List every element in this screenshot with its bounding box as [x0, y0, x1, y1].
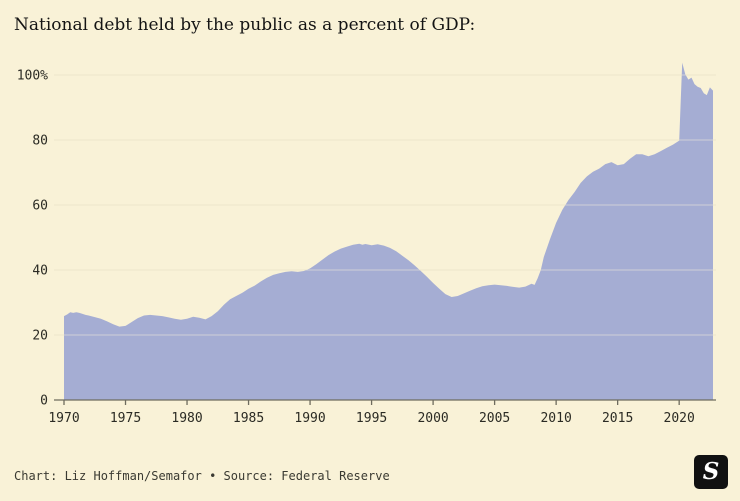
x-tick-label-1990: 1990	[294, 411, 325, 426]
x-tick-label-1970: 1970	[48, 411, 79, 426]
y-tick-label-0: 0	[40, 394, 48, 409]
x-tick-label-1975: 1975	[110, 411, 141, 426]
x-tick-label-2010: 2010	[540, 411, 571, 426]
x-tick-label-1985: 1985	[233, 411, 264, 426]
x-tick-label-2015: 2015	[602, 411, 633, 426]
y-tick-label-20: 20	[32, 329, 48, 344]
debt-area-series	[64, 62, 713, 400]
x-tick-label-2020: 2020	[664, 411, 695, 426]
y-tick-label-100: 100%	[17, 69, 48, 84]
semafor-logo: S	[694, 455, 728, 489]
x-tick-label-1995: 1995	[356, 411, 387, 426]
chart-credit: Chart: Liz Hoffman/Semafor • Source: Fed…	[14, 469, 390, 483]
debt-area-chart: 0 20 40 60 80 100% 1970 1975 1980 1985 1990 1995 200…	[17, 62, 716, 426]
x-tick-label-1980: 1980	[171, 411, 202, 426]
y-tick-label-60: 60	[32, 199, 48, 214]
y-tick-label-80: 80	[32, 134, 48, 149]
y-tick-label-40: 40	[32, 264, 48, 279]
x-tick-label-2000: 2000	[417, 411, 448, 426]
chart-title: National debt held by the public as a pe…	[14, 15, 476, 35]
x-tick-label-2005: 2005	[479, 411, 510, 426]
semafor-logo-letter: S	[702, 457, 720, 485]
